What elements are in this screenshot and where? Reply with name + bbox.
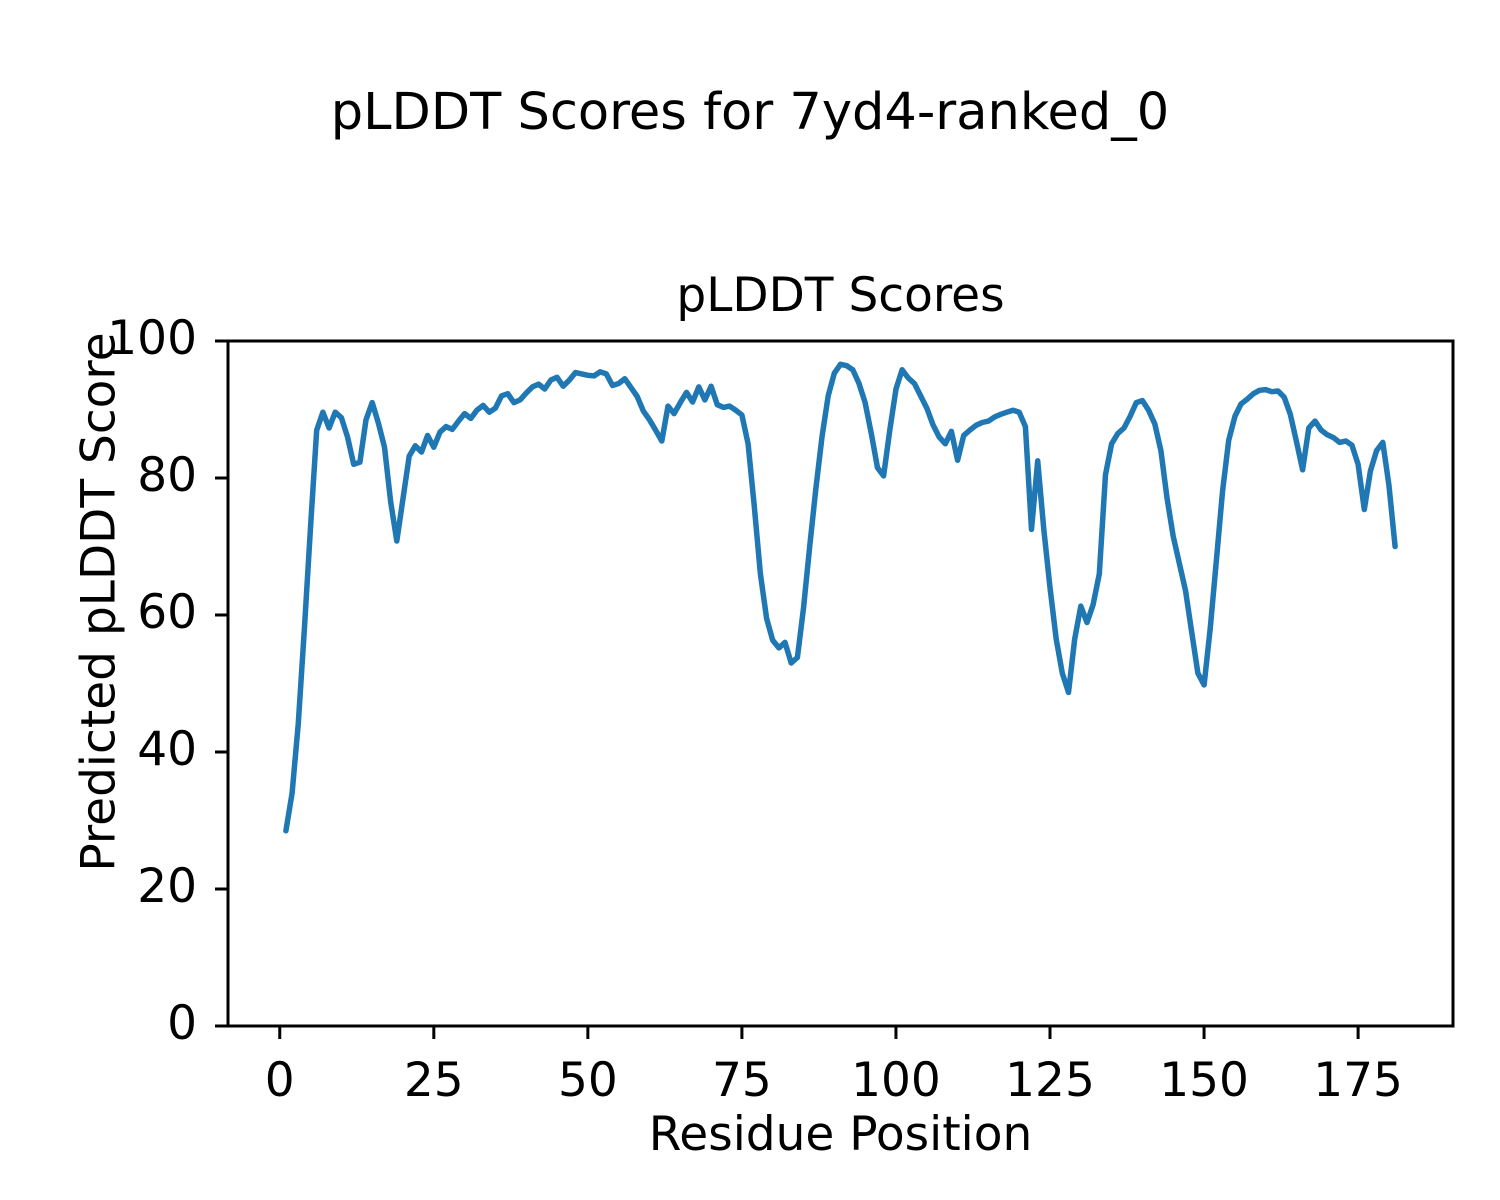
plot-border (226, 339, 1455, 1028)
plddt-line (283, 361, 1398, 834)
x-tick-label: 125 (1005, 1053, 1095, 1108)
y-tick-label: 20 (137, 859, 197, 914)
y-tick-label: 60 (137, 585, 197, 640)
x-tick-label: 75 (712, 1053, 772, 1108)
y-tick-label: 100 (107, 311, 197, 366)
x-tick-label: 175 (1313, 1053, 1403, 1108)
x-tick-label: 0 (264, 1053, 295, 1108)
x-axis-label: Residue Position (648, 1107, 1033, 1162)
y-axis-label: Predicted pLDDT Score (71, 332, 127, 872)
figure-title: pLDDT Scores for 7yd4-ranked_0 (330, 83, 1170, 142)
y-tick-label: 80 (137, 448, 197, 503)
x-tick-label: 25 (403, 1053, 464, 1108)
y-tick-label: 0 (167, 996, 197, 1051)
y-tick-label: 40 (137, 722, 197, 777)
x-tick-label: 50 (557, 1053, 618, 1108)
x-tick-label: 100 (851, 1053, 941, 1108)
tick-marks (215, 339, 1360, 1039)
axes-title: pLDDT Scores (676, 268, 1005, 323)
x-tick-label: 150 (1159, 1053, 1249, 1108)
